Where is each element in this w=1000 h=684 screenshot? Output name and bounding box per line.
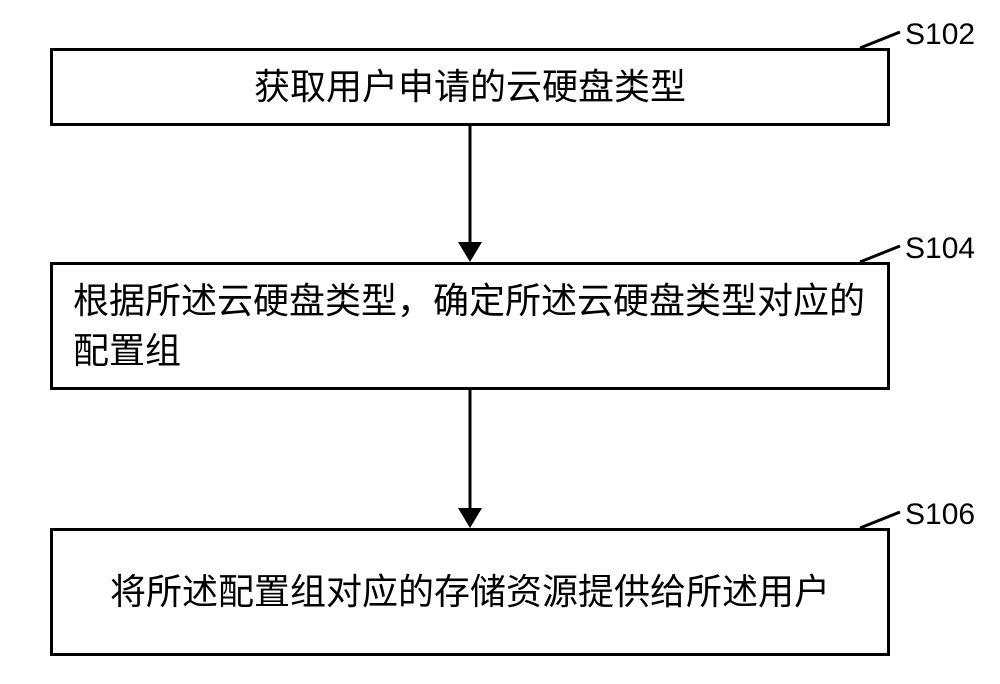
- step-text-s102: 获取用户申请的云硬盘类型: [73, 62, 867, 112]
- step-label-s106: S106: [905, 498, 975, 532]
- flowchart-container: 获取用户申请的云硬盘类型 S102 根据所述云硬盘类型，确定所述云硬盘类型对应的…: [0, 0, 1000, 684]
- arrow-s104-s106: [469, 390, 472, 508]
- step-box-s104: 根据所述云硬盘类型，确定所述云硬盘类型对应的配置组: [50, 262, 890, 390]
- step-label-s104: S104: [905, 232, 975, 266]
- label-connector-s104: [858, 242, 908, 266]
- step-label-s102: S102: [905, 18, 975, 52]
- arrow-s102-s104: [469, 126, 472, 242]
- step-box-s106: 将所述配置组对应的存储资源提供给所述用户: [50, 528, 890, 656]
- step-text-s104: 根据所述云硬盘类型，确定所述云硬盘类型对应的配置组: [73, 276, 867, 377]
- step-text-s106: 将所述配置组对应的存储资源提供给所述用户: [90, 567, 850, 617]
- label-connector-s106: [858, 508, 908, 532]
- label-connector-s102: [858, 28, 908, 52]
- step-box-s102: 获取用户申请的云硬盘类型: [50, 48, 890, 126]
- arrow-head-s102-s104: [458, 242, 482, 262]
- arrow-head-s104-s106: [458, 508, 482, 528]
